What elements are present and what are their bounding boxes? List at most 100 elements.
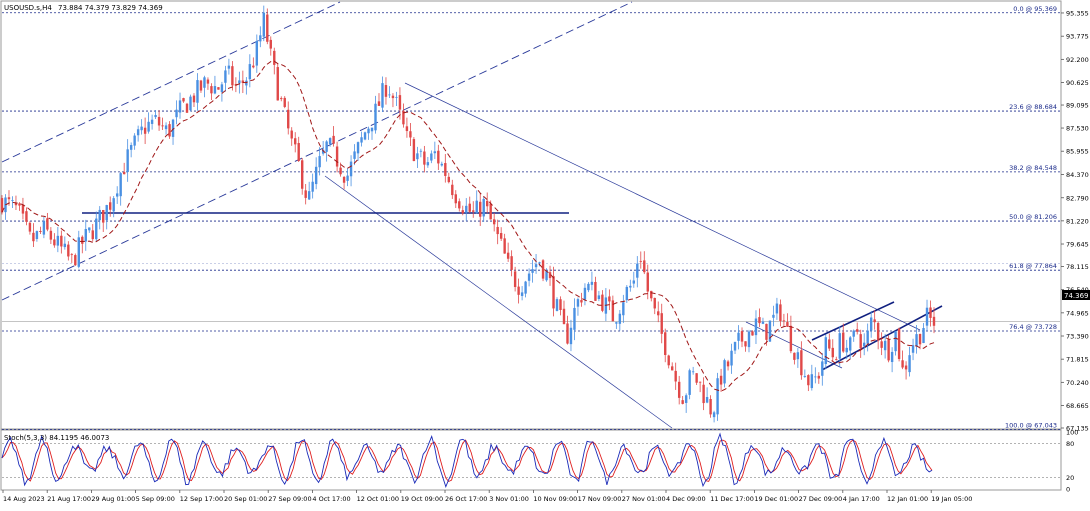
candle-body (63, 243, 67, 248)
candle-body (719, 375, 723, 385)
candle-body (835, 359, 838, 361)
candle-body (615, 322, 618, 324)
candle-body (325, 141, 328, 152)
candle-body (98, 209, 101, 221)
upper-channel-upper-line (1, 1, 341, 163)
candle-body (932, 316, 936, 326)
candle-body (520, 292, 524, 296)
time-axis: 14 Aug 2023 21 Aug 17:00 29 Aug 01:00 5 Sep… (2, 490, 972, 503)
candle-body (182, 98, 185, 102)
candle-body (217, 87, 220, 90)
candle-body (618, 313, 622, 324)
candle-body (196, 80, 199, 103)
candle-body (213, 86, 217, 94)
candle-body (817, 375, 821, 379)
candle-body (803, 376, 807, 377)
candle-body (482, 198, 485, 217)
price-tick-label: 85.955 (1066, 148, 1089, 156)
candle-body (178, 100, 182, 113)
candle-body (203, 77, 206, 88)
time-tick-label: 20 Sep 01:00 (224, 495, 267, 503)
time-tick-label: 4 Jan 17:00 (843, 495, 880, 503)
candle-body (346, 175, 349, 181)
candle-body (423, 151, 426, 165)
fib-levels: 0.0 @ 95.369 23.6 @ 88.684 38.2 @ 84.548 50… (2, 5, 1060, 430)
candle-body (468, 203, 471, 212)
time-tick-label: 10 Nov 09:00 (533, 495, 577, 503)
candle-body (929, 307, 932, 318)
fib-level-label: 100.0 @ 67.043 (1005, 421, 1057, 429)
candle-body (154, 114, 157, 118)
trend-drawings (1, 1, 943, 429)
candle-body (321, 149, 325, 154)
time-tick-label: 29 Aug 01:00 (91, 495, 135, 503)
time-tick-label: 11 Dec 17:00 (710, 495, 754, 503)
candle-body (887, 339, 890, 361)
candle-body (227, 65, 231, 69)
candle-body (754, 318, 758, 336)
candle-body (112, 198, 115, 212)
candle-body (918, 334, 922, 345)
rising-wedge-upper-line (811, 301, 895, 341)
candle-body (314, 166, 318, 185)
stoch-label: Stoch(5,3,3) 84.1195 46.0073 (4, 434, 109, 442)
upper-channel-lower-line (1, 1, 633, 301)
candle-body (440, 163, 444, 166)
stoch-tick-label: 100 (1066, 429, 1078, 437)
candle-body (206, 79, 210, 84)
time-tick-label: 19 Jan 05:00 (931, 495, 972, 503)
candle-body (332, 135, 335, 144)
candle-body (883, 340, 887, 351)
price-tick-label: 79.645 (1066, 241, 1089, 249)
candle-body (489, 203, 492, 220)
candle-body (513, 271, 517, 288)
price-tick-label: 89.095 (1066, 102, 1089, 110)
time-tick-label: 27 Sep 09:00 (268, 495, 311, 503)
fib-level-label: 50.0 @ 81.206 (1009, 213, 1057, 221)
candle-body (42, 220, 46, 235)
candle-body (14, 202, 18, 206)
price-tick-label: 95.355 (1066, 9, 1089, 17)
price-tick-label: 67.135 (1066, 425, 1089, 433)
candle-body (224, 70, 227, 83)
candle-body (161, 125, 164, 127)
price-tick-label: 90.625 (1066, 79, 1089, 87)
candle-body (430, 153, 433, 161)
candle-body (74, 255, 77, 266)
candle-body (562, 308, 566, 325)
candle-body (492, 219, 496, 225)
candle-body (115, 193, 119, 197)
price-tick-label: 92.200 (1066, 56, 1089, 64)
last-price-label: 74.369 (1064, 292, 1089, 300)
candle-body (252, 65, 255, 68)
candle-body (768, 320, 772, 342)
candle-body (297, 142, 300, 161)
candle-body (869, 317, 873, 331)
candle-body (189, 96, 192, 111)
candle-body (894, 331, 897, 352)
candle-body (625, 286, 629, 301)
candle-body (608, 296, 611, 302)
candle-body (838, 333, 841, 359)
candle-body (545, 271, 548, 281)
candle-body (828, 339, 831, 349)
candle-body (583, 287, 587, 300)
candle-body (814, 376, 817, 378)
candle-body (527, 273, 531, 281)
candle-body (908, 355, 911, 373)
candle-body (339, 167, 342, 175)
candle-body (758, 317, 761, 324)
candle-body (18, 203, 21, 206)
candle-body (129, 145, 133, 150)
candle-body (363, 132, 367, 140)
candle-body (433, 151, 437, 154)
descending-channel-lower-line (324, 175, 673, 429)
time-tick-label: 12 Sep 17:00 (180, 495, 223, 503)
candle-body (70, 254, 74, 256)
candle-body (496, 226, 499, 235)
candle-body (122, 172, 126, 175)
candle-body (318, 156, 321, 168)
stoch-main-line (1, 432, 933, 489)
candle-body (109, 202, 112, 210)
